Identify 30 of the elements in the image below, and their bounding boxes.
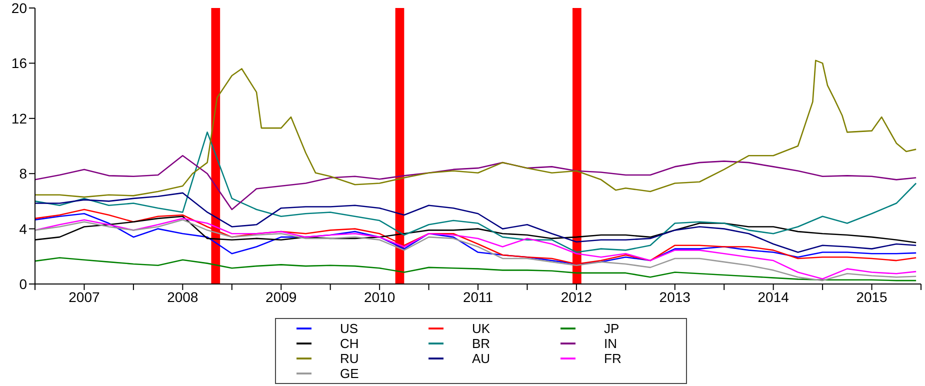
x-tick-label: 2008 xyxy=(167,288,198,305)
line-series xyxy=(35,60,917,198)
line-series xyxy=(35,132,917,253)
legend-label: RU xyxy=(340,351,359,366)
y-tick-label: 0 xyxy=(19,276,28,292)
legend-label: US xyxy=(340,321,358,336)
y-tick-label: 20 xyxy=(11,0,28,16)
legend-label: FR xyxy=(604,351,622,366)
x-tick-label: 2010 xyxy=(364,288,396,305)
legend-label: IN xyxy=(604,336,617,351)
line-series xyxy=(35,155,917,210)
x-tick-label: 2013 xyxy=(659,288,691,305)
x-tick-label: 2012 xyxy=(560,288,592,305)
legend-label: CH xyxy=(340,336,359,351)
line-series xyxy=(35,192,917,253)
legend-label: AU xyxy=(472,351,490,366)
x-tick-label: 2015 xyxy=(856,288,888,305)
legend-label: JP xyxy=(604,321,620,336)
y-tick-label: 8 xyxy=(19,166,28,182)
y-tick-label: 12 xyxy=(11,110,28,126)
y-tick-label: 16 xyxy=(11,55,28,72)
x-tick-label: 2014 xyxy=(758,288,790,305)
x-tick-label: 2011 xyxy=(462,288,494,305)
x-tick-label: 2009 xyxy=(266,288,297,305)
x-tick-label: 2007 xyxy=(68,288,100,305)
line-series xyxy=(35,257,917,282)
legend-label: GE xyxy=(340,366,359,381)
legend-label: BR xyxy=(472,336,490,351)
y-tick-label: 4 xyxy=(19,220,28,237)
legend-label: UK xyxy=(472,321,490,336)
